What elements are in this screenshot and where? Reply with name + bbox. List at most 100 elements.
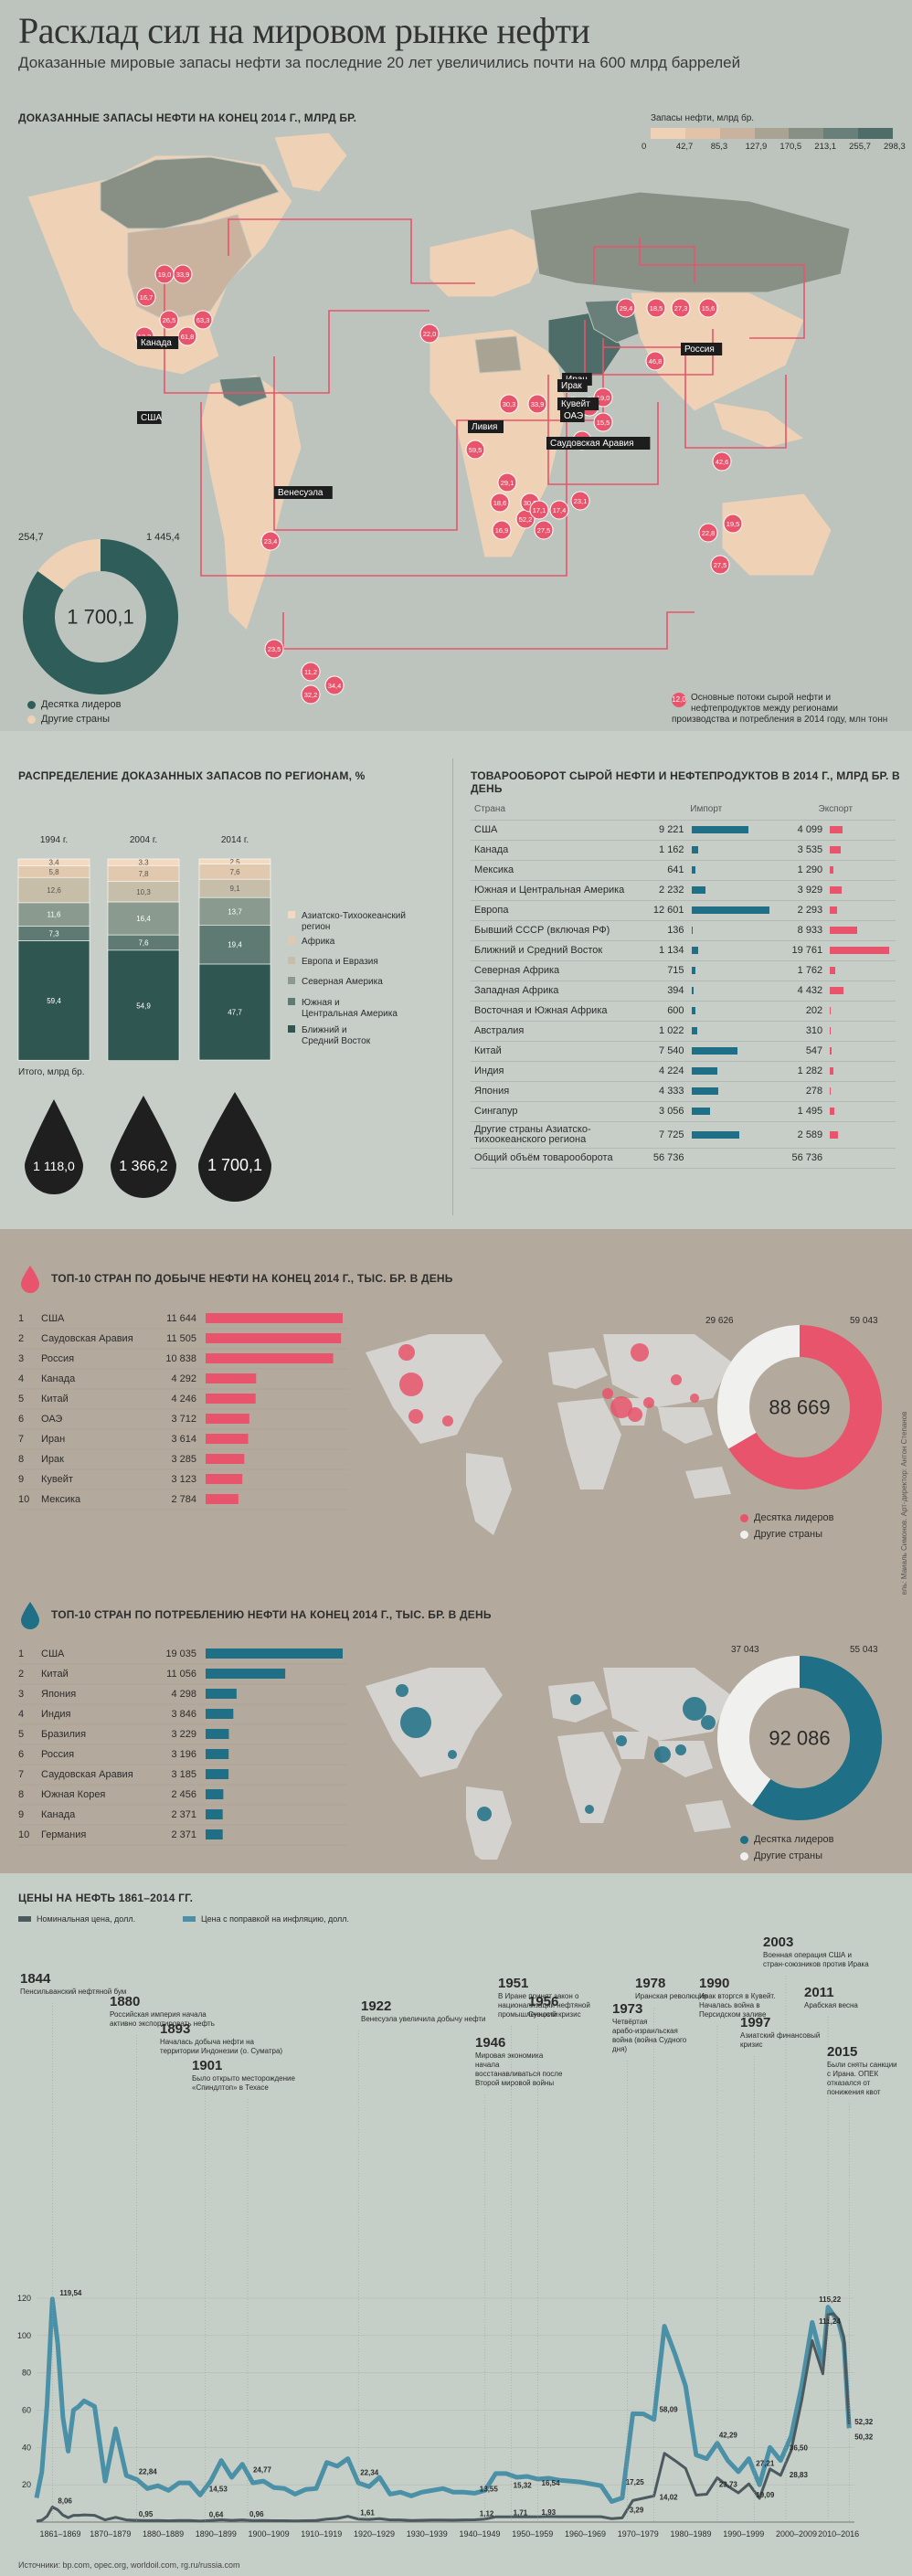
x-tick-label: 1900–1909 <box>249 2529 290 2539</box>
flow-marker-value: 15,5 <box>597 419 610 427</box>
flow-marker <box>698 298 718 318</box>
trade-row: Южная и Центральная Америка 2 232 3 929 <box>471 880 896 901</box>
flow-marker <box>529 500 549 520</box>
cons-legend-others: Другие страны <box>740 1850 822 1861</box>
total-value: 1 700,1 <box>207 1156 262 1174</box>
reserves-map-section: ДОКАЗАННЫЕ ЗАПАСЫ НЕФТИ НА КОНЕЦ 2014 Г.… <box>0 101 912 731</box>
greenland-shape <box>273 132 348 193</box>
donut-center-value: 92 086 <box>769 1726 830 1749</box>
event-text: понижения квот <box>827 2088 881 2096</box>
flow-marker <box>710 555 730 575</box>
event-year: 2011 <box>804 1985 834 2000</box>
trade-row: Австралия 1 022 310 <box>471 1021 896 1042</box>
event-text: Четвёртая <box>612 2018 648 2026</box>
legend-swatch <box>288 937 295 944</box>
event-year: 1997 <box>740 2015 770 2030</box>
event-text: территории Индонезии (о. Суматра) <box>160 2047 282 2055</box>
data-annotation: 36,50 <box>790 2443 809 2452</box>
data-annotation: 22,84 <box>139 2467 158 2475</box>
trade-import-bar-cell <box>687 820 776 841</box>
country-name: Иран <box>41 1434 65 1445</box>
total-value: 1 366,2 <box>119 1159 167 1174</box>
trade-row: Европа 12 601 2 293 <box>471 900 896 921</box>
col-export: Экспорт <box>775 800 896 821</box>
rank-number: 6 <box>18 1414 24 1425</box>
trade-import-value: 1 134 <box>636 940 688 961</box>
prod-donut-leaders: 59 043 <box>850 1316 878 1326</box>
trade-import-bar <box>691 906 769 915</box>
totals-label: Итого, млрд бр. <box>18 1067 85 1077</box>
flow-marker-value: 59,5 <box>469 446 483 454</box>
price-history-chart: 20 40 60 80 100 120 1861–1869 1870–1879 1880–188… <box>17 1935 897 2539</box>
trade-export-value: 310 <box>775 1021 827 1042</box>
se-asia-shape <box>712 401 806 449</box>
country-bubble <box>690 1394 699 1403</box>
data-annotation: 14,53 <box>209 2485 228 2493</box>
event-year: 1973 <box>612 2001 642 2017</box>
prod-legend-leaders: Десятка лидеров <box>740 1512 833 1523</box>
country-label: Россия <box>684 345 715 355</box>
country-tag <box>274 486 333 499</box>
bar-value: 3 123 <box>171 1474 196 1485</box>
history-title: ЦЕНЫ НА НЕФТЬ 1861–2014 ГГ. <box>18 1892 194 1904</box>
segment-value: 7,6 <box>229 868 240 876</box>
y-tick-label: 40 <box>22 2443 31 2452</box>
scale-title: Запасы нефти, млрд бр. <box>651 113 755 123</box>
flow-marker <box>492 520 512 540</box>
bar-value: 3 229 <box>171 1729 196 1740</box>
flow-marker-value: 11,2 <box>304 668 317 676</box>
flow-marker <box>301 684 321 705</box>
trade-country: Канада <box>471 840 637 861</box>
trade-import-bar <box>691 1047 738 1055</box>
flow-marker-value: 17,4 <box>553 506 567 514</box>
country-label: ОАЭ <box>564 411 583 421</box>
country-bubble <box>400 1707 431 1738</box>
trade-import-bar <box>691 947 699 955</box>
reserves-color-scale <box>651 128 894 139</box>
country-bubble <box>396 1684 408 1697</box>
bar <box>206 1789 224 1799</box>
legend-swatch <box>288 977 295 984</box>
scale-tick-label: 42,7 <box>675 142 694 152</box>
scale-tick-label: 85,3 <box>710 142 728 152</box>
consumption-bars: 1 США 19 035 2 Китай 11 056 3 Япония 4 298 4 Индия… <box>18 1648 347 1846</box>
trade-import-bar-cell <box>687 1081 776 1102</box>
trade-import-value: 7 540 <box>636 1041 688 1062</box>
rank-number: 4 <box>18 1373 24 1384</box>
bar <box>206 1749 229 1759</box>
bar-value: 4 298 <box>171 1689 196 1700</box>
flow-marker-value: 27,3 <box>674 304 688 313</box>
country-label: США <box>141 413 162 423</box>
data-annotation: 13,55 <box>480 2485 499 2493</box>
event-year: 1956 <box>528 1994 558 2009</box>
country-bubble <box>570 1694 581 1705</box>
production-donut: 88 669 <box>717 1325 882 1489</box>
flow-marker <box>593 412 613 432</box>
y-tick-label: 120 <box>17 2294 31 2303</box>
event-year: 1844 <box>20 1971 51 1987</box>
data-annotation: 0,95 <box>139 2510 154 2518</box>
trade-export-bar <box>830 1007 831 1015</box>
bar <box>206 1729 229 1739</box>
col-country: Страна <box>471 800 637 821</box>
trade-import-bar-cell <box>687 1001 776 1022</box>
bar <box>206 1353 334 1363</box>
trade-import-bar-cell <box>687 900 776 921</box>
country-tag <box>560 409 585 422</box>
country-tag <box>557 379 588 392</box>
flow-marker-value: 16,7 <box>140 293 154 302</box>
stack-segment <box>17 902 90 927</box>
data-annotation: 27,21 <box>756 2459 775 2467</box>
country-label: Ирак <box>561 381 582 391</box>
x-tick-label: 1930–1939 <box>407 2529 448 2539</box>
legend-label: Африка <box>302 936 335 947</box>
event-text: Второй мировой войны <box>475 2079 554 2087</box>
country-name: Россия <box>41 1749 74 1760</box>
event-text: начала <box>475 2061 500 2069</box>
world-shapes <box>366 1668 731 1860</box>
scale-swatch <box>719 128 755 139</box>
country-tag <box>468 420 504 433</box>
flow-marker <box>671 298 691 318</box>
event-year: 1990 <box>699 1976 729 1991</box>
rank-number: 9 <box>18 1809 24 1820</box>
